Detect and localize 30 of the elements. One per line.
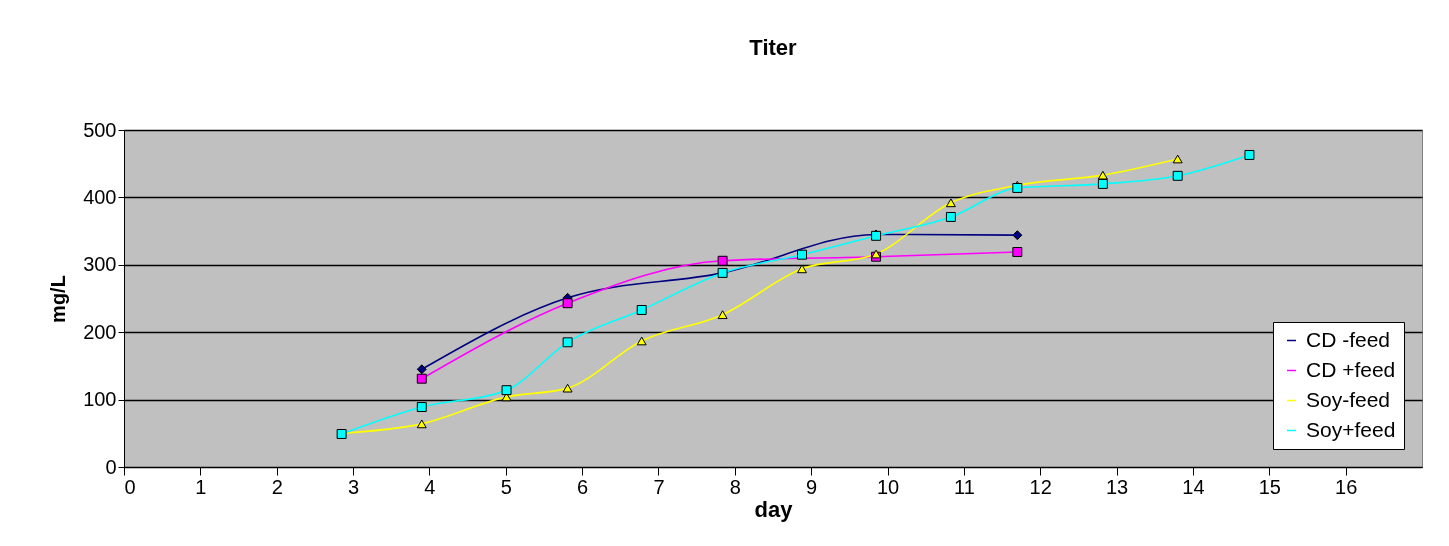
x-tick-label: 7 — [653, 475, 665, 498]
x-tick-label: 11 — [954, 475, 975, 498]
x-tick-label: 0 — [124, 475, 136, 498]
legend-label: Soy-feed — [1306, 387, 1391, 411]
x-tick-label: 15 — [1258, 475, 1281, 498]
x-tick-label: 8 — [729, 475, 741, 498]
legend-label: CD +feed — [1306, 357, 1396, 381]
y-tick-label: 500 — [83, 118, 117, 141]
x-tick-label: 16 — [1335, 475, 1358, 498]
x-tick-label: 14 — [1182, 475, 1205, 498]
y-tick-label: 0 — [105, 455, 117, 478]
x-tick-label: 1 — [195, 475, 207, 498]
y-tick-label: 200 — [83, 320, 117, 343]
legend-label: Soy+feed — [1306, 417, 1396, 441]
x-tick-label: 2 — [271, 475, 283, 498]
x-tick-label: 10 — [876, 475, 900, 498]
x-tick-label: 4 — [424, 475, 436, 498]
y-tick-label: 300 — [83, 253, 117, 276]
y-tick-label: 400 — [83, 185, 117, 208]
x-tick-label: 5 — [500, 475, 512, 498]
x-axis-title: day — [754, 496, 794, 522]
x-tick-label: 6 — [577, 475, 589, 498]
x-tick-label: 12 — [1029, 475, 1052, 498]
x-tick-label: 13 — [1105, 475, 1129, 498]
y-tick-label: 100 — [83, 388, 117, 411]
chart-title: Titer — [749, 35, 798, 60]
y-axis-title: mg/L — [47, 275, 70, 323]
x-tick-label: 3 — [348, 475, 360, 498]
legend-label: CD -feed — [1306, 327, 1391, 351]
x-tick-label: 9 — [806, 475, 818, 498]
